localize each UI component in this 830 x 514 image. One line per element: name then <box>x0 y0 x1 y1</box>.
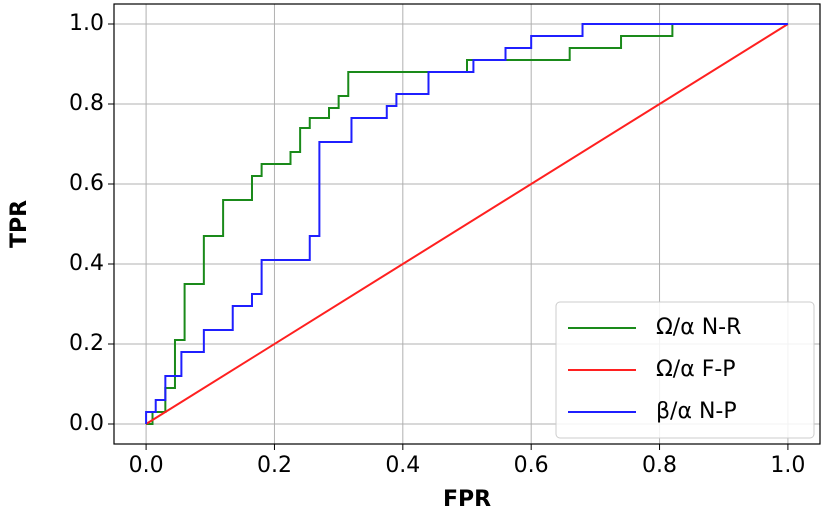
plot-frame <box>113 3 821 445</box>
legend-label: Ω/α N-R <box>656 315 741 340</box>
x-tick-label: 0.6 <box>514 453 549 478</box>
y-tick-label: 0.4 <box>69 251 104 276</box>
y-tick-label: 0.6 <box>69 171 104 196</box>
y-axis-label: TPR <box>7 200 32 248</box>
x-axis-label: FPR <box>443 487 491 512</box>
x-tick-label: 0.2 <box>257 453 292 478</box>
legend-box <box>555 301 815 439</box>
x-tick-label: 0.8 <box>642 453 677 478</box>
legend-label: β/α N-P <box>656 399 737 424</box>
x-tick-label: 0.4 <box>385 453 420 478</box>
y-tick-label: 0.8 <box>69 91 104 116</box>
roc-line <box>145 23 789 425</box>
legend-label: Ω/α F-P <box>656 357 736 382</box>
x-tick-label: 0.0 <box>129 453 164 478</box>
y-tick-label: 0.0 <box>69 411 104 436</box>
y-tick-label: 0.2 <box>69 331 104 356</box>
y-tick-label: 1.0 <box>69 11 104 36</box>
roc-line <box>146 23 788 425</box>
roc-line <box>145 23 788 424</box>
x-tick-label: 1.0 <box>770 453 805 478</box>
